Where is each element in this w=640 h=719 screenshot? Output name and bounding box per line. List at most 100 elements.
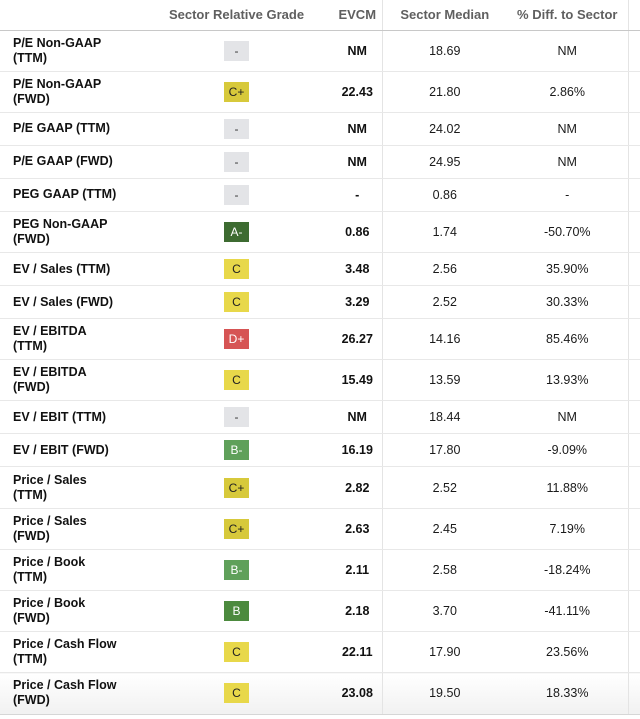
metric-name-line2: (TTM) — [13, 652, 48, 667]
header-extra-column — [627, 0, 640, 31]
evcm-value: 2.63 — [333, 508, 382, 550]
metric-name-line1: EV / EBITDA — [13, 365, 87, 380]
metric-name: P/E Non-GAAP (FWD) — [0, 71, 140, 113]
pct-diff-value: 23.56% — [507, 631, 628, 674]
metric-name-line1: Price / Book — [13, 596, 86, 611]
metric-name-line2: (FWD) — [13, 91, 50, 106]
table-row: Price / Sales (FWD) C+ 2.63 2.45 7.19% — [0, 508, 640, 550]
header-pct-diff-to-sector[interactable]: % Diff. to Sector — [507, 0, 628, 31]
table-row: PEG Non-GAAP (FWD) A- 0.86 1.74 -50.70% — [0, 211, 640, 254]
metric-name-line2: (TTM) — [13, 569, 48, 584]
header-metric — [0, 0, 140, 31]
table-row: Price / Cash Flow (TTM) C 22.11 17.90 23… — [0, 631, 640, 674]
metric-name-line2: (FWD) — [13, 693, 50, 708]
table-row: PEG GAAP (TTM) - - 0.86 - — [0, 178, 640, 212]
metric-name: P/E GAAP (FWD) — [0, 145, 140, 179]
sector-median-value: 3.70 — [381, 590, 507, 633]
metric-name-line1: PEG Non-GAAP — [13, 216, 108, 231]
metric-name: EV / EBIT (TTM) — [0, 400, 140, 435]
sector-relative-grade-cell: C — [140, 672, 333, 715]
sector-median-value: 17.90 — [381, 631, 507, 674]
header-sector-median[interactable]: Sector Median — [381, 0, 507, 31]
grade-badge: D+ — [224, 329, 249, 350]
metric-name-line2: (TTM) — [13, 487, 48, 502]
grade-badge: - — [224, 118, 249, 139]
grade-badge: C — [224, 292, 249, 313]
pct-diff-value: NM — [507, 112, 628, 146]
evcm-value: 15.49 — [333, 359, 382, 402]
metric-name: EV / Sales (TTM) — [0, 252, 140, 287]
metric-name-line1: Price / Sales — [13, 513, 87, 528]
metric-name-line1: EV / EBIT (FWD) — [13, 442, 109, 457]
extra-column-cell — [627, 285, 640, 320]
metric-name: PEG Non-GAAP (FWD) — [0, 211, 140, 254]
sector-median-value: 18.44 — [381, 400, 507, 435]
extra-column-cell — [627, 178, 640, 212]
pct-diff-value: 2.86% — [507, 71, 628, 113]
extra-column-cell — [627, 211, 640, 254]
sector-relative-grade-cell: - — [140, 400, 333, 435]
table-row: Price / Book (TTM) B- 2.11 2.58 -18.24% — [0, 549, 640, 592]
table-row: Price / Book (FWD) B 2.18 3.70 -41.11% — [0, 590, 640, 633]
table-row: EV / EBITDA (FWD) C 15.49 13.59 13.93% — [0, 359, 640, 402]
header-evcm[interactable]: EVCM — [333, 0, 382, 31]
metric-name: EV / Sales (FWD) — [0, 285, 140, 320]
sector-relative-grade-cell: A- — [140, 211, 333, 254]
sector-relative-grade-cell: C+ — [140, 508, 333, 550]
pct-diff-value: NM — [507, 400, 628, 435]
evcm-value: 16.19 — [333, 433, 382, 468]
evcm-value: NM — [333, 400, 382, 435]
extra-column-cell — [627, 71, 640, 113]
pct-diff-value: 13.93% — [507, 359, 628, 402]
header-sector-relative-grade[interactable]: Sector Relative Grade — [140, 0, 333, 31]
pct-diff-value: -18.24% — [507, 549, 628, 592]
extra-column-cell — [627, 252, 640, 287]
evcm-value: 2.11 — [333, 549, 382, 592]
evcm-value: 3.48 — [333, 252, 382, 287]
table-row: EV / EBIT (FWD) B- 16.19 17.80 -9.09% — [0, 433, 640, 468]
sector-median-value: 0.86 — [381, 178, 507, 212]
metric-name: EV / EBITDA (TTM) — [0, 318, 140, 361]
evcm-value: 22.11 — [333, 631, 382, 674]
sector-median-value: 2.56 — [381, 252, 507, 287]
sector-relative-grade-cell: C — [140, 252, 333, 287]
pct-diff-value: 85.46% — [507, 318, 628, 361]
table-row: EV / EBITDA (TTM) D+ 26.27 14.16 85.46% — [0, 318, 640, 361]
evcm-value: NM — [333, 145, 382, 179]
metric-name: P/E Non-GAAP (TTM) — [0, 30, 140, 72]
extra-column-cell — [627, 400, 640, 435]
metric-name: Price / Sales (TTM) — [0, 466, 140, 509]
metric-name: PEG GAAP (TTM) — [0, 178, 140, 212]
metric-name: Price / Cash Flow (FWD) — [0, 672, 140, 715]
metric-name-line2: (FWD) — [13, 528, 50, 543]
sector-median-value: 18.69 — [381, 30, 507, 72]
pct-diff-value: -9.09% — [507, 433, 628, 468]
extra-column-cell — [627, 359, 640, 402]
metric-name-line1: PEG GAAP (TTM) — [13, 187, 117, 202]
grade-badge: - — [224, 40, 249, 61]
sector-relative-grade-cell: C+ — [140, 466, 333, 509]
extra-column-cell — [627, 318, 640, 361]
metric-name-line2: (TTM) — [13, 339, 48, 354]
evcm-value: 23.08 — [333, 672, 382, 715]
extra-column-cell — [627, 145, 640, 179]
grade-badge: A- — [224, 221, 249, 242]
evcm-value: 2.82 — [333, 466, 382, 509]
grade-badge: C+ — [224, 477, 249, 498]
extra-column-cell — [627, 508, 640, 550]
sector-median-value: 21.80 — [381, 71, 507, 113]
metric-name: Price / Book (FWD) — [0, 590, 140, 633]
metric-name-line1: Price / Cash Flow — [13, 637, 117, 652]
sector-median-value: 2.52 — [381, 466, 507, 509]
metric-name-line1: P/E Non-GAAP — [13, 35, 102, 50]
grade-badge: - — [224, 151, 249, 172]
metric-name: EV / EBIT (FWD) — [0, 433, 140, 468]
sector-median-value: 24.95 — [381, 145, 507, 179]
metric-name-line1: Price / Cash Flow — [13, 678, 117, 693]
sector-median-value: 2.58 — [381, 549, 507, 592]
metric-name: Price / Cash Flow (TTM) — [0, 631, 140, 674]
grade-badge: B- — [224, 440, 249, 461]
table-row: EV / Sales (TTM) C 3.48 2.56 35.90% — [0, 252, 640, 287]
table-row: EV / EBIT (TTM) - NM 18.44 NM — [0, 400, 640, 435]
